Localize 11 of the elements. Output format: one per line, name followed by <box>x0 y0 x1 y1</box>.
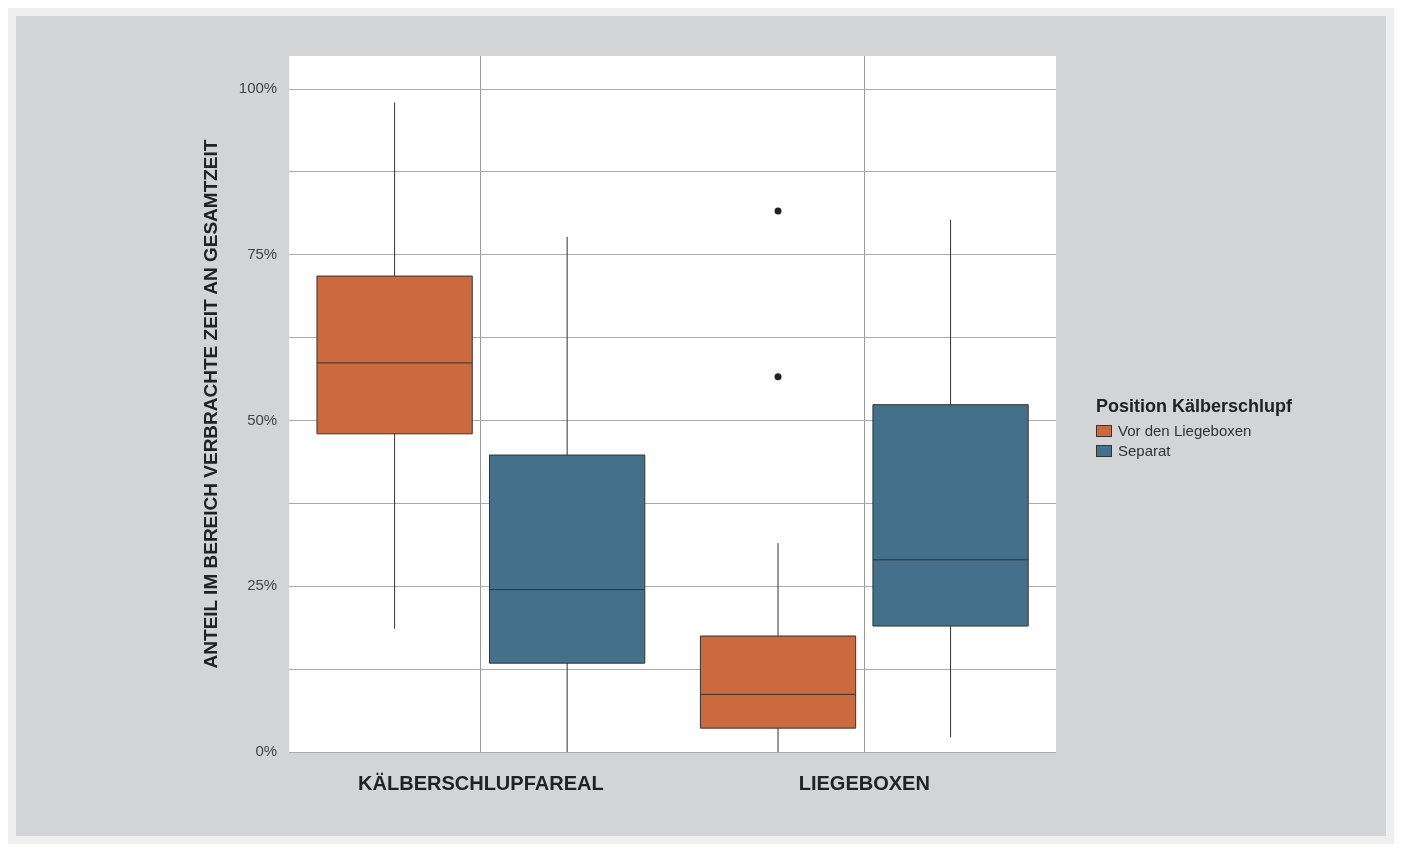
x-tick-label: KÄLBERSCHLUPFAREAL <box>358 771 604 794</box>
legend-title: Position Kälberschlupf <box>1096 396 1293 417</box>
legend-label: Separat <box>1118 441 1171 461</box>
y-tick-label: 75% <box>247 245 278 262</box>
legend-label: Vor den Liegeboxen <box>1118 421 1252 441</box>
x-tick-label: LIEGEBOXEN <box>798 771 930 794</box>
y-tick-label: 25% <box>247 576 278 594</box>
y-tick-label: 50% <box>247 410 278 428</box>
y-tick-label: 100% <box>238 79 278 97</box>
y-tick-label: 0% <box>255 742 278 760</box>
y-axis-title: ANTEIL IM BEREICH VERBRACHTE ZEIT AN GESAMTZEIT <box>199 139 221 669</box>
